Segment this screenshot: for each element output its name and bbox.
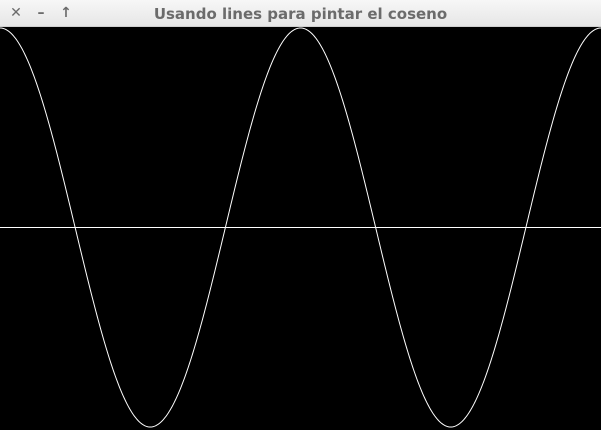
- title-bar[interactable]: ✕ – ↑ Usando lines para pintar el coseno: [0, 0, 601, 27]
- canvas-background: [0, 27, 601, 430]
- close-icon[interactable]: ✕: [10, 5, 22, 21]
- cosine-curve: [0, 27, 601, 428]
- window-title: Usando lines para pintar el coseno: [153, 5, 448, 23]
- minimize-icon[interactable]: –: [37, 5, 45, 21]
- maximize-icon[interactable]: ↑: [60, 5, 72, 21]
- cosine-plot: [0, 27, 601, 430]
- drawing-canvas: [0, 27, 601, 430]
